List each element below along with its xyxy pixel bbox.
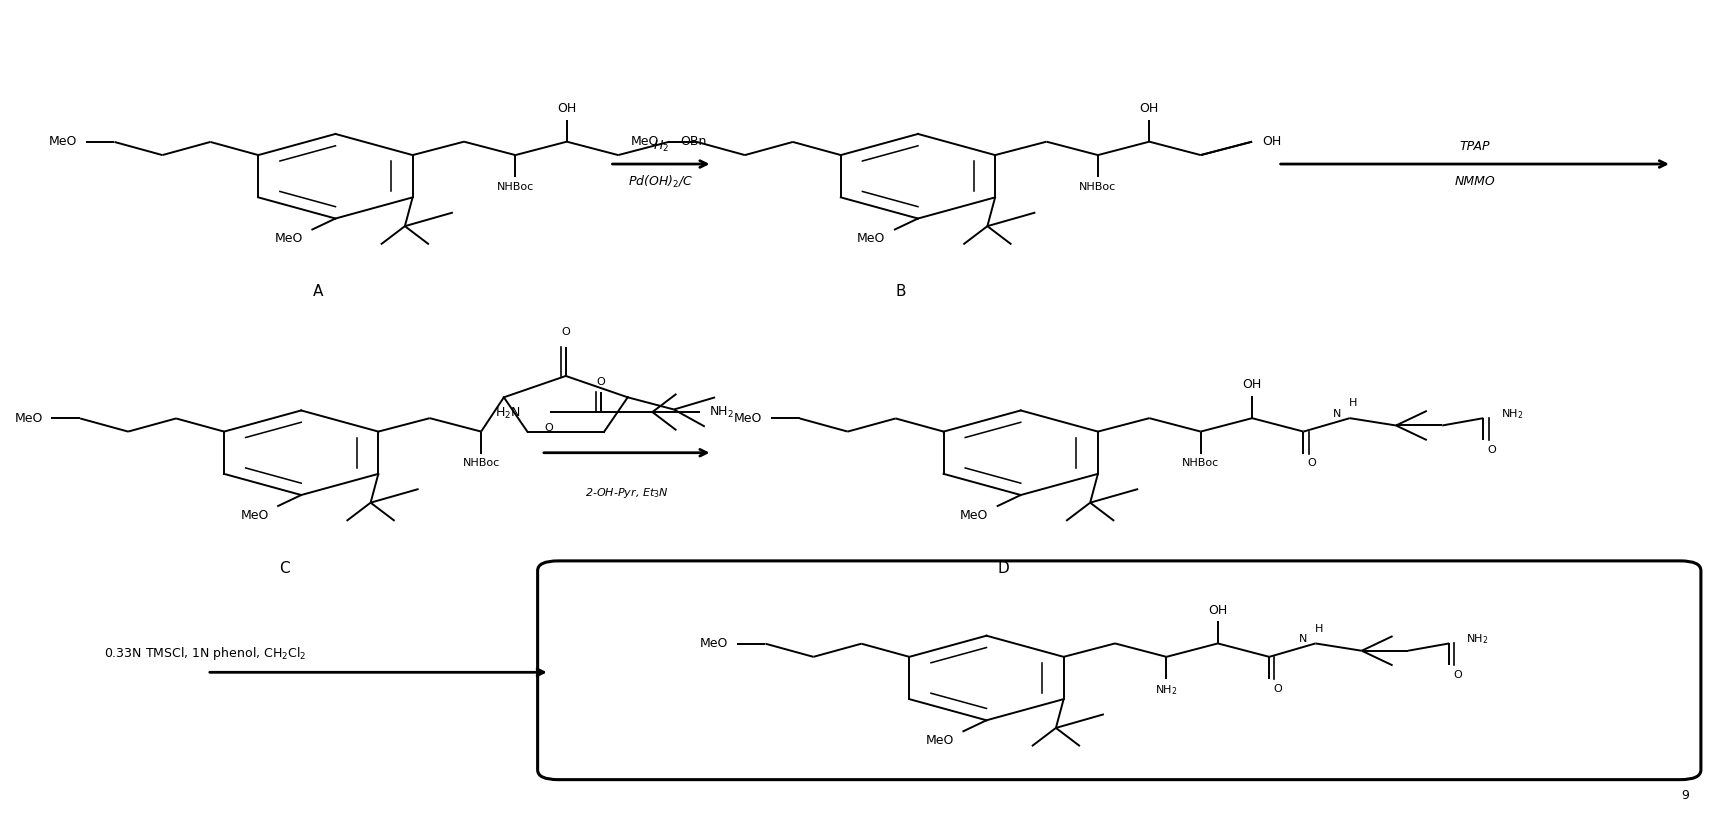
Text: O: O (561, 327, 570, 337)
Text: MeO: MeO (240, 509, 269, 522)
Text: MeO: MeO (275, 233, 304, 246)
Text: B: B (896, 284, 906, 299)
Text: NHBoc: NHBoc (498, 182, 534, 192)
Text: MeO: MeO (700, 637, 728, 650)
Text: NHBoc: NHBoc (1079, 182, 1117, 192)
Text: NHBoc: NHBoc (1182, 459, 1220, 468)
Text: NH$_2$: NH$_2$ (1500, 407, 1524, 421)
FancyBboxPatch shape (537, 561, 1701, 779)
Text: H$_2$N: H$_2$N (494, 406, 520, 421)
Text: OH: OH (1139, 102, 1158, 115)
Text: NH$_2$: NH$_2$ (1155, 684, 1177, 698)
Text: 0.33N TMSCl, 1N phenol, CH$_2$Cl$_2$: 0.33N TMSCl, 1N phenol, CH$_2$Cl$_2$ (105, 645, 307, 662)
Text: OH: OH (1242, 379, 1261, 392)
Text: D: D (997, 561, 1009, 576)
Text: NH$_2$: NH$_2$ (709, 405, 734, 419)
Text: MeO: MeO (856, 233, 885, 246)
Text: H: H (1349, 398, 1357, 408)
Text: MeO: MeO (14, 412, 43, 425)
Text: O: O (1273, 684, 1282, 694)
Text: Pd(OH)$_2$/C: Pd(OH)$_2$/C (628, 174, 693, 190)
Text: O: O (1488, 445, 1496, 455)
Text: OH: OH (1208, 604, 1227, 617)
Text: TPAP: TPAP (1460, 140, 1489, 153)
Text: 9: 9 (1682, 789, 1689, 802)
Text: H: H (1314, 623, 1323, 634)
Text: NH$_2$: NH$_2$ (1465, 632, 1489, 646)
Text: O: O (1308, 459, 1316, 468)
Text: A: A (312, 284, 324, 299)
Text: N: N (1333, 409, 1342, 419)
Text: H$_2$: H$_2$ (652, 139, 669, 153)
Text: O: O (544, 423, 553, 432)
Text: MeO: MeO (959, 509, 988, 522)
Text: MeO: MeO (48, 135, 77, 149)
Text: 2-OH-Pyr, Et$_3$N: 2-OH-Pyr, Et$_3$N (585, 486, 669, 500)
Text: OH: OH (558, 102, 577, 115)
Text: N: N (1299, 634, 1308, 645)
Text: OBn: OBn (680, 135, 707, 149)
Text: O: O (597, 377, 606, 387)
Text: NMMO: NMMO (1455, 175, 1495, 188)
Text: O: O (1453, 670, 1462, 681)
Text: MeO: MeO (631, 135, 659, 149)
Text: NHBoc: NHBoc (463, 459, 499, 468)
Text: C: C (278, 561, 290, 576)
Text: MeO: MeO (925, 734, 954, 747)
Text: MeO: MeO (734, 412, 762, 425)
Text: OH: OH (1263, 135, 1282, 149)
